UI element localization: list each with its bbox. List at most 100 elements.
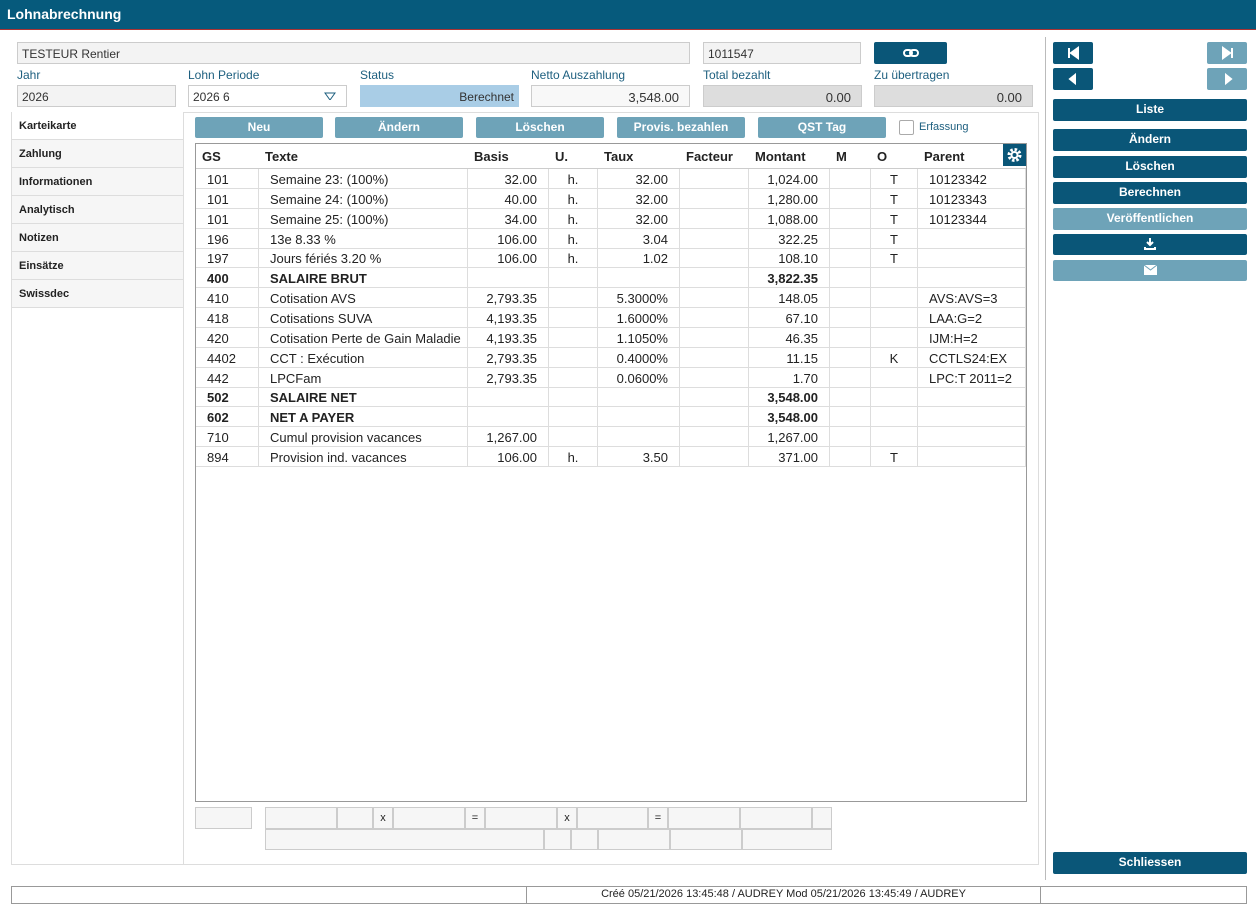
table-cell[interactable]: Cumul provision vacances [259,427,468,448]
table-cell[interactable]: T [871,169,918,189]
table-cell[interactable]: 400 [196,268,259,289]
table-cell[interactable]: 2,793.35 [468,347,549,368]
table-cell[interactable] [549,347,598,368]
table-cell[interactable]: 371.00 [749,446,830,467]
side-button[interactable]: Veröffentlichen [1053,208,1247,230]
calc-box[interactable] [195,807,252,829]
table-cell[interactable]: 2,793.35 [468,288,549,309]
table-cell[interactable]: 418 [196,307,259,328]
table-cell[interactable] [871,367,918,388]
table-cell[interactable]: LPC:T 2011=2 [918,367,1026,388]
table-cell[interactable] [680,367,749,388]
name-field[interactable]: TESTEUR Rentier [17,42,690,64]
calc-box[interactable] [265,829,544,850]
table-cell[interactable]: 2,793.35 [468,367,549,388]
table-cell[interactable] [468,387,549,408]
table-cell[interactable] [549,387,598,408]
table-cell[interactable] [680,327,749,348]
table-cell[interactable]: 197 [196,248,259,269]
table-cell[interactable]: 0.0600% [598,367,680,388]
table-cell[interactable] [871,327,918,348]
table-cell[interactable] [830,208,871,229]
table-cell[interactable]: h. [549,169,598,189]
table-cell[interactable] [918,387,1026,408]
table-cell[interactable]: Provision ind. vacances [259,446,468,467]
table-cell[interactable]: 1,280.00 [749,188,830,209]
table-cell[interactable] [680,188,749,209]
number-field[interactable]: 1011547 [703,42,861,64]
table-cell[interactable] [830,427,871,448]
table-cell[interactable]: 32.00 [468,169,549,189]
table-cell[interactable]: IJM:H=2 [918,327,1026,348]
table-cell[interactable]: 46.35 [749,327,830,348]
table-cell[interactable] [680,446,749,467]
calc-box[interactable] [742,829,832,850]
table-cell[interactable] [871,288,918,309]
table-cell[interactable] [598,407,680,428]
table-cell[interactable]: 10123343 [918,188,1026,209]
table-cell[interactable]: 1,024.00 [749,169,830,189]
table-cell[interactable] [549,268,598,289]
table-cell[interactable]: h. [549,208,598,229]
table-cell[interactable]: 3.50 [598,446,680,467]
table-cell[interactable]: 1,088.00 [749,208,830,229]
table-cell[interactable]: SALAIRE NET [259,387,468,408]
table-cell[interactable]: 67.10 [749,307,830,328]
table-cell[interactable] [549,407,598,428]
table-cell[interactable] [918,268,1026,289]
table-cell[interactable]: 4,193.35 [468,327,549,348]
table-cell[interactable]: 3.04 [598,228,680,249]
table-cell[interactable]: 32.00 [598,208,680,229]
table-cell[interactable] [680,288,749,309]
table-cell[interactable]: 34.00 [468,208,549,229]
table-cell[interactable] [830,387,871,408]
field-value[interactable]: 2026 [17,85,176,107]
table-cell[interactable]: 101 [196,188,259,209]
table-cell[interactable]: 32.00 [598,169,680,189]
table-cell[interactable]: 1.1050% [598,327,680,348]
table-cell[interactable]: 13e 8.33 % [259,228,468,249]
table-cell[interactable]: h. [549,248,598,269]
table-cell[interactable]: 106.00 [468,228,549,249]
field-value[interactable]: Berechnet [360,85,519,107]
table-cell[interactable]: 40.00 [468,188,549,209]
tab[interactable]: Zahlung [12,140,183,168]
table-cell[interactable]: 148.05 [749,288,830,309]
table-cell[interactable]: 101 [196,208,259,229]
tab[interactable]: Analytisch [12,196,183,224]
table-cell[interactable] [871,407,918,428]
table-cell[interactable]: Semaine 24: (100%) [259,188,468,209]
nav-button[interactable] [1207,68,1247,90]
table-cell[interactable]: 1.70 [749,367,830,388]
table-cell[interactable]: CCT : Exécution [259,347,468,368]
calc-box[interactable] [812,807,832,829]
side-button[interactable]: Löschen [1053,156,1247,178]
download-button[interactable] [1053,234,1247,255]
table-cell[interactable] [830,446,871,467]
tab[interactable]: Karteikarte [12,112,183,140]
table-cell[interactable] [598,387,680,408]
table-cell[interactable]: 10123344 [918,208,1026,229]
table-cell[interactable] [871,387,918,408]
toolbar-button[interactable]: Neu [195,117,323,138]
table-cell[interactable]: 5.3000% [598,288,680,309]
nav-button[interactable] [1207,42,1247,64]
table-cell[interactable]: SALAIRE BRUT [259,268,468,289]
table-cell[interactable]: 32.00 [598,188,680,209]
table-cell[interactable] [680,228,749,249]
calc-box[interactable] [485,807,557,829]
table-cell[interactable] [680,307,749,328]
table-cell[interactable]: 410 [196,288,259,309]
table-cell[interactable] [680,407,749,428]
table-cell[interactable]: 1,267.00 [749,427,830,448]
table-cell[interactable] [830,288,871,309]
calc-box[interactable] [571,829,598,850]
table-cell[interactable] [680,248,749,269]
tab[interactable]: Informationen [12,168,183,196]
table-cell[interactable] [598,427,680,448]
table-cell[interactable] [830,367,871,388]
side-button[interactable]: Ändern [1053,129,1247,151]
calc-box[interactable] [670,829,742,850]
table-cell[interactable]: LAA:G=2 [918,307,1026,328]
table-cell[interactable]: NET A PAYER [259,407,468,428]
